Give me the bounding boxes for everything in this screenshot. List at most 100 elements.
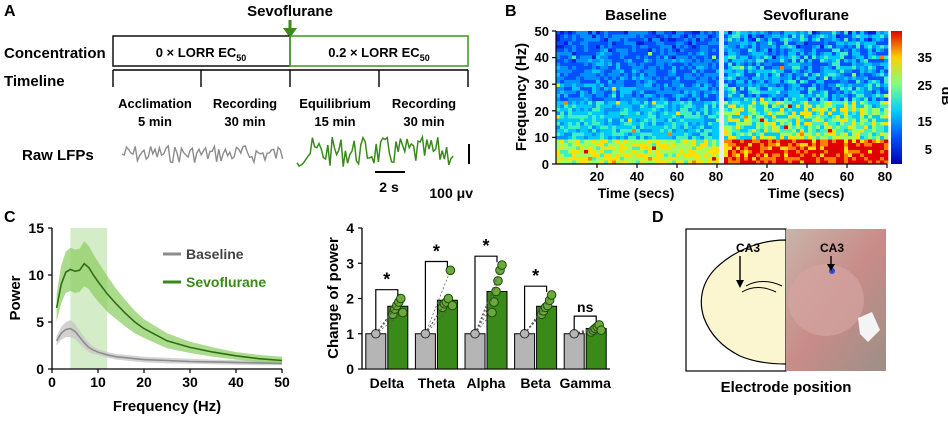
spectrogram-cell: [704, 136, 709, 140]
spectrogram-cell: [856, 115, 861, 119]
spectrogram-cell: [724, 115, 729, 119]
spectrogram-cell: [804, 153, 809, 158]
spectrogram-cell: [624, 143, 629, 147]
spectrogram-cell: [688, 143, 693, 147]
spectrogram-cell: [780, 129, 785, 133]
spectrogram-cell: [764, 66, 769, 70]
spectrogram-cell: [884, 97, 889, 102]
spectrogram-cell: [876, 69, 881, 74]
spectrogram-cell: [716, 83, 721, 88]
spectrogram-cell: [736, 34, 741, 39]
spectrogram-cell: [804, 101, 809, 105]
spectrogram-cell: [556, 48, 561, 53]
spectrogram-cell: [688, 31, 693, 35]
spectrogram-cell: [840, 157, 845, 161]
spectrogram-cell: [688, 66, 693, 70]
spectrogram-cell: [780, 118, 785, 123]
spectrogram-cell: [768, 132, 773, 137]
spectrogram-cell: [856, 55, 861, 60]
spectrogram-cell: [588, 97, 593, 102]
spectrogram-cell: [672, 55, 677, 60]
panel-c-label: C: [4, 209, 16, 226]
spectrogram-cell: [624, 136, 629, 140]
spectrogram-cell: [576, 129, 581, 133]
spectrogram-cell: [744, 118, 749, 123]
spectrogram-cell: [728, 139, 733, 144]
spectrogram-cell: [556, 115, 561, 119]
spectrogram-cell: [628, 45, 633, 49]
spectrogram-cell: [644, 111, 649, 116]
spectrogram-cell: [816, 69, 821, 74]
spectrogram-cell: [784, 59, 789, 63]
spectrogram-cell: [656, 80, 661, 84]
spectrogram-x-tick: 20: [760, 169, 774, 184]
spectrogram-cell: [580, 125, 585, 130]
spectrogram-cell: [872, 31, 877, 35]
spectrogram-cell: [748, 101, 753, 105]
spectrogram-cell: [732, 66, 737, 70]
spectrogram-cell: [840, 115, 845, 119]
spectrogram-cell: [592, 69, 597, 74]
spectrogram-cell: [832, 136, 837, 140]
spectrogram-cell: [732, 69, 737, 74]
spectrogram-cell: [708, 143, 713, 147]
spectrogram-cell: [560, 55, 565, 60]
spectrogram-cell: [616, 118, 621, 123]
spectrogram-cell: [844, 83, 849, 88]
spectrogram-cell: [680, 66, 685, 70]
spectrogram-cell: [572, 94, 577, 98]
spectrogram-cell: [780, 153, 785, 158]
spectrogram-cell: [632, 143, 637, 147]
spectrogram-cell: [652, 146, 657, 151]
spectrogram-cell: [804, 55, 809, 60]
spectrogram-cell: [772, 76, 777, 81]
spectrogram-cell: [680, 80, 685, 84]
significance-bracket: [375, 289, 399, 331]
spectrogram-cell: [748, 108, 753, 112]
spectrogram-cell: [872, 73, 877, 77]
spectrogram-cell: [780, 59, 785, 63]
spectrogram-cell: [656, 34, 661, 39]
spectrogram-cell: [604, 41, 609, 46]
spectrogram-cell: [680, 48, 685, 53]
spectrogram-cell: [696, 34, 701, 39]
spectrogram-cell: [792, 66, 797, 70]
spectrogram-cell: [760, 31, 765, 35]
spectrogram-cell: [748, 146, 753, 151]
spectrogram-cell: [824, 73, 829, 77]
spectrogram-cell: [852, 83, 857, 88]
spectrogram-cell: [880, 69, 885, 74]
spectrogram-cell: [620, 125, 625, 130]
spectrogram-cell: [844, 55, 849, 60]
significance-label: *: [482, 236, 489, 256]
spectrogram-cell: [588, 101, 593, 105]
spectrogram-cell: [580, 41, 585, 46]
spectrogram-cell: [784, 104, 789, 109]
spectrogram-cell: [664, 122, 669, 126]
spectrogram-cell: [780, 80, 785, 84]
spectrogram-cell: [572, 129, 577, 133]
spectrogram-cell: [688, 52, 693, 56]
spectrogram-cell: [580, 139, 585, 144]
spectrogram-cell: [844, 129, 849, 133]
spectrogram-y-tick: 20: [535, 104, 549, 119]
spectrogram-cell: [868, 111, 873, 116]
spectrogram-cell: [780, 83, 785, 88]
spectrogram-cell: [836, 125, 841, 130]
spectrogram-cell: [616, 143, 621, 147]
spectrogram-cell: [672, 52, 677, 56]
spectrogram-cell: [708, 41, 713, 46]
spectrogram-cell: [576, 55, 581, 60]
spectrogram-cell: [812, 83, 817, 88]
spectrogram-cell: [576, 48, 581, 53]
spectrogram-cell: [736, 73, 741, 77]
spectrogram-cell: [564, 76, 569, 81]
spectrogram-cell: [740, 41, 745, 46]
spectrogram-cell: [784, 73, 789, 77]
spectrogram-cell: [660, 129, 665, 133]
spectrogram-cell: [852, 59, 857, 63]
spectrogram-cell: [696, 31, 701, 35]
spectrogram-cell: [560, 157, 565, 161]
spectrogram-cell: [656, 104, 661, 109]
spectrogram-cell: [576, 69, 581, 74]
